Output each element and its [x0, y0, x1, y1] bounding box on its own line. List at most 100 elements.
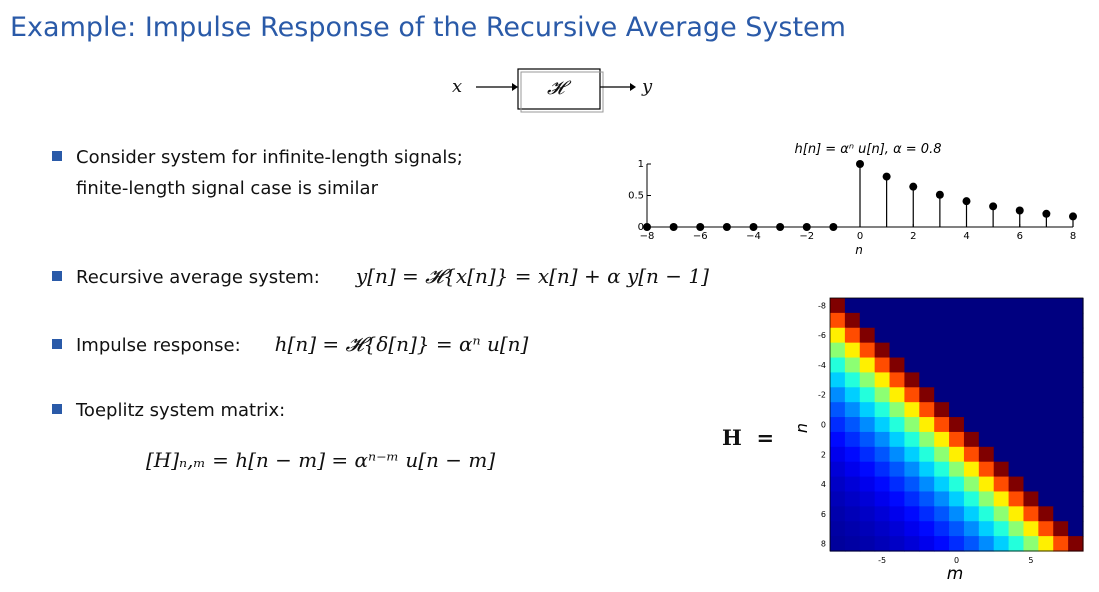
heatmap-cell: [978, 357, 995, 374]
heatmap-cell: [1023, 521, 1039, 537]
heatmap-cell: [1038, 491, 1054, 507]
heatmap-cell: [949, 521, 965, 537]
heatmap-cell: [978, 387, 995, 403]
heatmap-cell: [949, 387, 965, 403]
heatmap-cell: [1053, 521, 1069, 537]
heatmap-cell: [874, 342, 891, 359]
stem-point: [669, 223, 678, 231]
stem-chart-title: h[n] = αⁿ u[n], α = 0.8: [795, 142, 942, 157]
heatmap-cell: [874, 357, 891, 374]
heatmap-cell: [889, 312, 906, 329]
stem-x-tick-label: −8: [640, 231, 655, 242]
stem-x-tick-label: −6: [693, 231, 708, 242]
heatmap-cell: [904, 312, 920, 329]
heatmap-cell: [904, 461, 920, 478]
stem-chart: h[n] = αⁿ u[n], α = 0.8 0 0.5 1 −8 −6 −4 −2 0 2 4…: [628, 142, 1077, 257]
heatmap-cell: [934, 387, 950, 403]
heatmap-cell: [830, 327, 846, 344]
heatmap-cell: [1008, 431, 1025, 448]
heatmap-cell: [993, 298, 1010, 314]
heatmap-cell: [1008, 461, 1025, 478]
heatmap-cell: [1038, 357, 1054, 374]
heatmap-cell: [830, 357, 846, 374]
stem-point: [1069, 212, 1077, 221]
heatmap-cell: [934, 446, 950, 463]
heatmap-cell: [844, 431, 861, 448]
heatmap-cell: [949, 402, 965, 418]
heatmap-cell: [889, 461, 906, 478]
bullet-recursive: Recursive average system: y[n] = 𝓗{x[n]}…: [52, 264, 709, 288]
heatmap-cell: [993, 446, 1010, 463]
stem-point: [776, 223, 785, 231]
bullet-marker: [52, 339, 62, 349]
heatmap-cell: [1008, 506, 1025, 522]
heatmap-cell: [1023, 342, 1039, 359]
heatmap-cell: [889, 521, 906, 537]
heatmap-cell: [904, 431, 920, 448]
heatmap-cell: [904, 372, 920, 388]
heatmap-cell: [830, 491, 846, 507]
matrix-label: H =: [722, 425, 775, 450]
heatmap-cell: [934, 491, 950, 507]
stem-point: [1042, 209, 1051, 218]
heatmap-cell: [844, 461, 861, 478]
heatmap-cell: [963, 298, 980, 314]
heatmap-cell: [1008, 417, 1025, 433]
heatmap-cell: [963, 491, 980, 507]
heatmap-y-tick-label: -8: [818, 301, 826, 310]
heatmap-cell: [904, 446, 920, 463]
heatmap-cell: [993, 342, 1010, 359]
heatmap-cell: [978, 372, 995, 388]
heatmap-cell: [904, 327, 920, 344]
heatmap-cell: [1038, 387, 1054, 403]
heatmap-cell: [919, 431, 935, 448]
heatmap-cell: [1068, 298, 1084, 314]
heatmap-cell: [978, 491, 995, 507]
bullet-marker: [52, 151, 62, 161]
heatmap-cell: [1038, 327, 1054, 344]
heatmap-cell: [919, 357, 935, 374]
heatmap-cell: [949, 312, 965, 329]
heatmap-cell: [904, 402, 920, 418]
heatmap-cell: [963, 446, 980, 463]
bullet-text-4: Toeplitz system matrix:: [76, 400, 286, 421]
heatmap-cell: [993, 312, 1010, 329]
heatmap-cell: [1023, 298, 1039, 314]
heatmap-cell: [978, 312, 995, 329]
heatmap-cell: [844, 387, 861, 403]
heatmap-cell: [919, 506, 935, 522]
heatmap-cell: [844, 506, 861, 522]
heatmap-cell: [978, 298, 995, 314]
heatmap-cell: [1008, 327, 1025, 344]
heatmap-cell: [1053, 461, 1069, 478]
stem-point: [935, 190, 944, 199]
heatmap-cell: [874, 402, 891, 418]
heatmap-cell: [889, 506, 906, 522]
heatmap-cell: [1068, 312, 1084, 329]
bullet-text-3: Impulse response:: [76, 335, 241, 356]
heatmap-cell: [993, 327, 1010, 344]
heatmap-cell: [934, 521, 950, 537]
heatmap-cell: [963, 431, 980, 448]
heatmap-cell: [844, 312, 861, 329]
heatmap-cell: [919, 387, 935, 403]
heatmap-cell: [934, 372, 950, 388]
stem-x-tick-label: 6: [1017, 231, 1023, 242]
heatmap-cell: [844, 357, 861, 374]
heatmap-cell: [1023, 327, 1039, 344]
heatmap-cell: [874, 476, 891, 493]
heatmap-cell: [889, 476, 906, 493]
heatmap-cell: [949, 431, 965, 448]
stem-point: [856, 160, 864, 168]
heatmap-cell: [993, 476, 1010, 493]
heatmap-cell: [934, 476, 950, 493]
system-label: 𝓗: [547, 77, 565, 99]
heatmap-cell: [904, 536, 920, 552]
stem-x-tick-label: −4: [746, 231, 761, 242]
heatmap-y-tick-label: 8: [821, 540, 826, 549]
heatmap-cell: [1053, 372, 1069, 388]
heatmap-cell: [993, 521, 1010, 537]
stem-point: [829, 223, 838, 231]
heatmap-cell: [949, 298, 965, 314]
heatmap-cell: [1023, 312, 1039, 329]
